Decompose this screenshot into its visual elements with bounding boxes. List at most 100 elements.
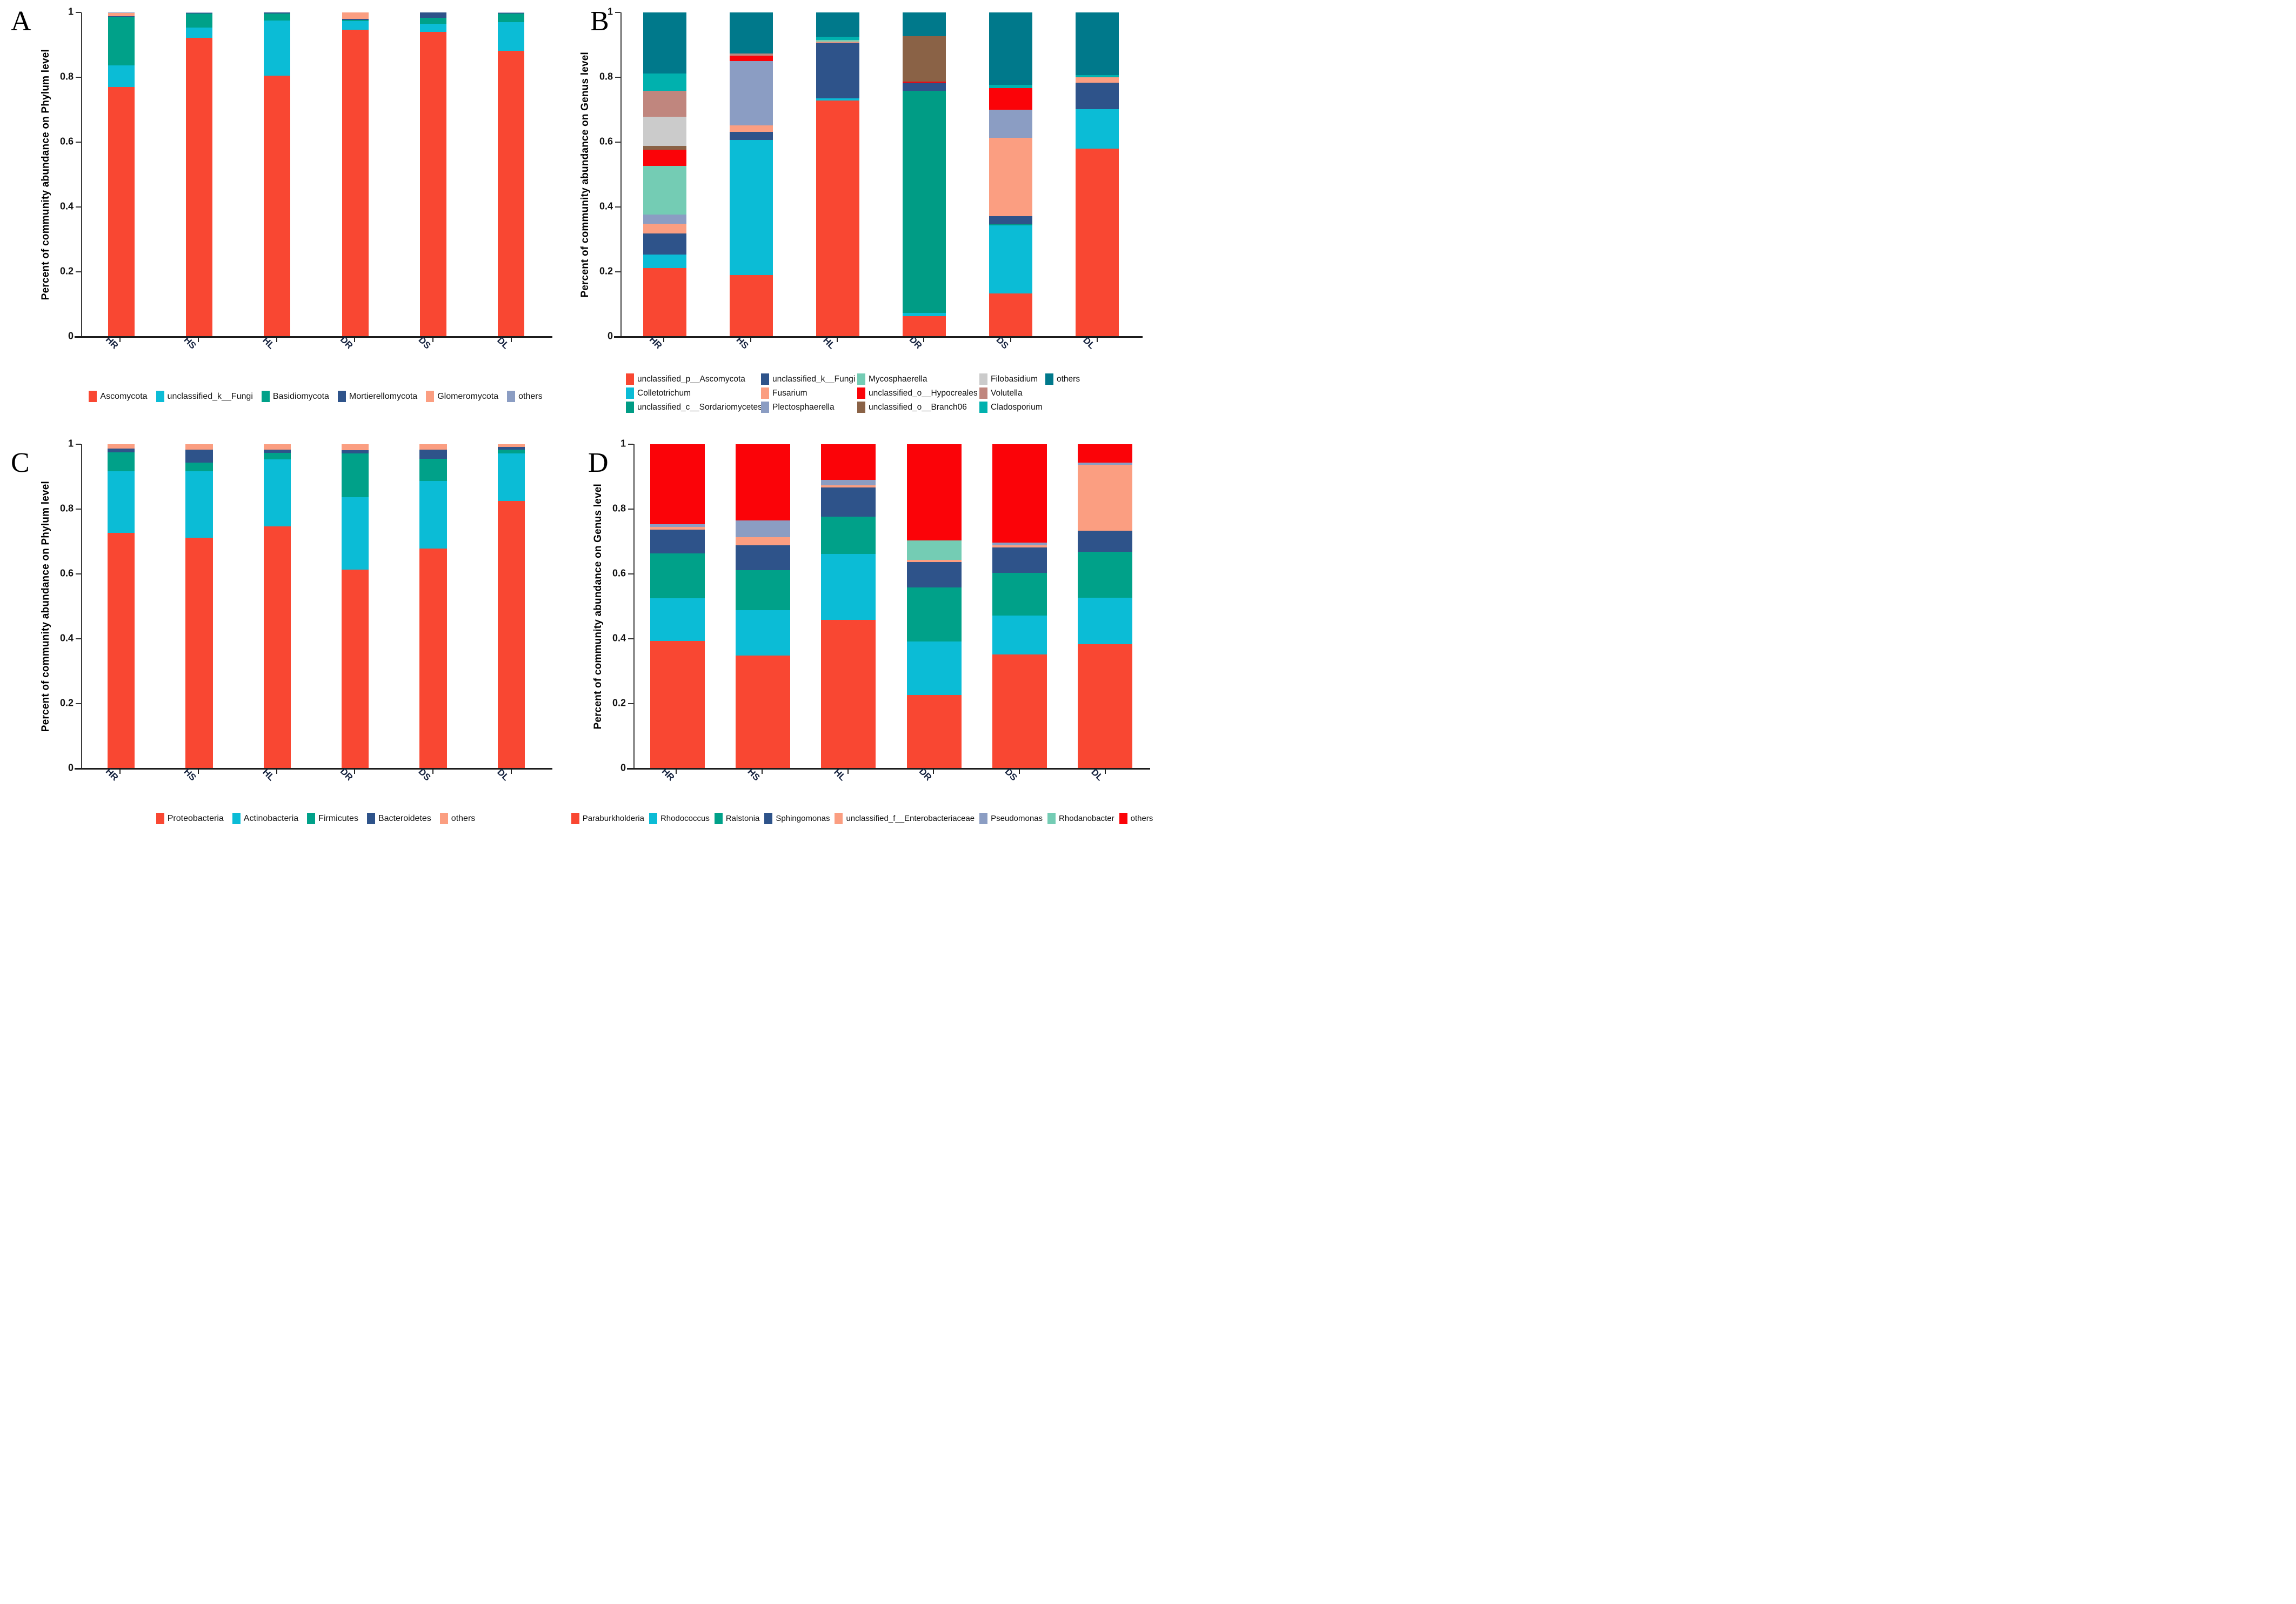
bar-hs — [735, 444, 791, 768]
legend-item: unclassified_k__Fungi — [156, 391, 253, 402]
bar-segment-dl — [497, 444, 525, 447]
bar-segment-dl — [1076, 12, 1119, 76]
bar-segment-hl — [263, 526, 291, 768]
bar-segment-hr — [107, 444, 135, 449]
y-tick-label: 0.6 — [59, 567, 74, 579]
bar-segment-ds — [419, 32, 447, 337]
bar-segment-ds — [989, 85, 1032, 88]
y-tick-label: 0.6 — [599, 136, 613, 147]
bar-dr — [341, 444, 369, 768]
bar-segment-hs — [185, 449, 213, 463]
x-tick-label: DS — [416, 766, 433, 783]
bar-ds — [419, 444, 447, 768]
bar-segment-hs — [735, 444, 791, 521]
bar-segment-ds — [992, 545, 1047, 547]
bar-segment-hr — [643, 12, 686, 73]
bar-segment-dl — [1078, 444, 1133, 463]
bar-segment-ds — [992, 616, 1047, 655]
bar-segment-dr — [342, 19, 369, 21]
y-tick-mark — [76, 336, 81, 337]
bar-segment-dl — [497, 501, 525, 768]
bar-segment-hs — [730, 139, 773, 275]
bar-segment-ds — [419, 444, 447, 450]
bar-segment-dl — [1078, 552, 1133, 598]
bar-segment-hr — [643, 233, 686, 255]
bar-dr — [342, 12, 369, 337]
bar-segment-hs — [185, 444, 213, 450]
legend-label: Ralstonia — [725, 814, 760, 823]
legend-swatch — [89, 391, 97, 402]
bar-segment-hr — [650, 640, 705, 768]
y-tick-label: 0.4 — [59, 632, 74, 644]
y-tick-mark — [76, 573, 81, 574]
y-tick-label: 0.2 — [599, 265, 613, 277]
bar-hr — [107, 444, 135, 768]
legend-label: Plectosphaerella — [772, 402, 835, 412]
legend-swatch — [426, 391, 435, 402]
bar-segment-dl — [498, 51, 525, 337]
legend-item: Plectosphaerella — [761, 402, 857, 413]
y-tick-label: 0.8 — [59, 503, 74, 514]
panel-d: D Percent of community abundance on Genu… — [571, 419, 1153, 824]
legend-row: Ascomycota unclassified_k__Fungi Basidiomy… — [81, 391, 550, 402]
panel-label-d: D — [588, 447, 609, 478]
bar-segment-hr — [643, 268, 686, 337]
legend-label: unclassified_o__Hypocreales — [869, 388, 978, 398]
bar-segment-hs — [735, 545, 791, 571]
legend-label: Glomeromycota — [437, 391, 499, 401]
legend-item: Volutella — [979, 387, 1045, 399]
bar-segment-dl — [498, 14, 525, 23]
bar-segment-hr — [108, 12, 135, 14]
bar-segment-ds — [989, 293, 1032, 337]
bar-segment-dr — [903, 12, 946, 36]
bar-segment-hl — [264, 21, 291, 76]
legend-swatch — [761, 373, 769, 385]
legend: Paraburkholderia Rhodococcus Ralstonia Sphi… — [571, 813, 1153, 824]
bar-segment-hs — [185, 12, 213, 13]
bar-segment-hl — [821, 620, 876, 768]
bar-dl — [1076, 12, 1119, 337]
bar-segment-dl — [498, 22, 525, 51]
bar-segment-hl — [263, 453, 291, 460]
bar-hr — [650, 444, 705, 768]
chart-row: Percent of community abundance on Genus … — [574, 438, 1150, 773]
legend-swatch — [761, 387, 769, 399]
x-tick-label: DR — [338, 766, 355, 783]
x-tick-mark — [276, 338, 277, 342]
legend-swatch — [232, 813, 241, 824]
x-tick-label: HS — [182, 766, 198, 783]
legend-item: unclassified_f__Enterobacteriaceae — [835, 813, 975, 824]
bar-segment-hl — [816, 100, 859, 337]
legend-label: others — [1057, 374, 1080, 384]
legend-swatch — [156, 391, 164, 402]
panel-b: B Percent of community abundance on Genu… — [574, 0, 1148, 419]
y-tick-label: 0.8 — [59, 71, 74, 82]
legend: Proteobacteria Actinobacteria Firmicutes Ba… — [81, 813, 550, 824]
legend-label: Sphingomonas — [776, 814, 830, 823]
y-tick-label: 0.4 — [612, 632, 626, 644]
x-tick-mark — [933, 770, 935, 774]
y-tick-mark — [615, 206, 620, 208]
legend-row: Paraburkholderia Rhodococcus Ralstonia Sphi… — [571, 813, 1153, 824]
x-tick-mark — [1096, 338, 1098, 342]
x-tick-mark — [847, 770, 849, 774]
x-tick-mark — [836, 338, 838, 342]
legend-swatch — [857, 387, 865, 399]
bar-segment-ds — [989, 138, 1032, 216]
y-tick-label: 0.8 — [599, 71, 613, 82]
bar-hr — [108, 12, 135, 337]
legend-label: Mycosphaerella — [869, 374, 927, 384]
y-tick-mark — [628, 573, 633, 574]
bar-segment-ds — [419, 18, 447, 24]
y-tick-mark — [628, 703, 633, 704]
bar-ds — [992, 444, 1047, 768]
bar-segment-dl — [1076, 109, 1119, 149]
bar-segment-ds — [992, 543, 1047, 545]
legend-label: unclassified_k__Fungi — [167, 391, 253, 401]
bar-segment-ds — [992, 444, 1047, 543]
bar-segment-hr — [650, 444, 705, 525]
bar-segment-dl — [497, 449, 525, 453]
plot-area — [75, 444, 552, 770]
bar-segment-dr — [341, 444, 369, 450]
legend-label: others — [451, 813, 476, 823]
